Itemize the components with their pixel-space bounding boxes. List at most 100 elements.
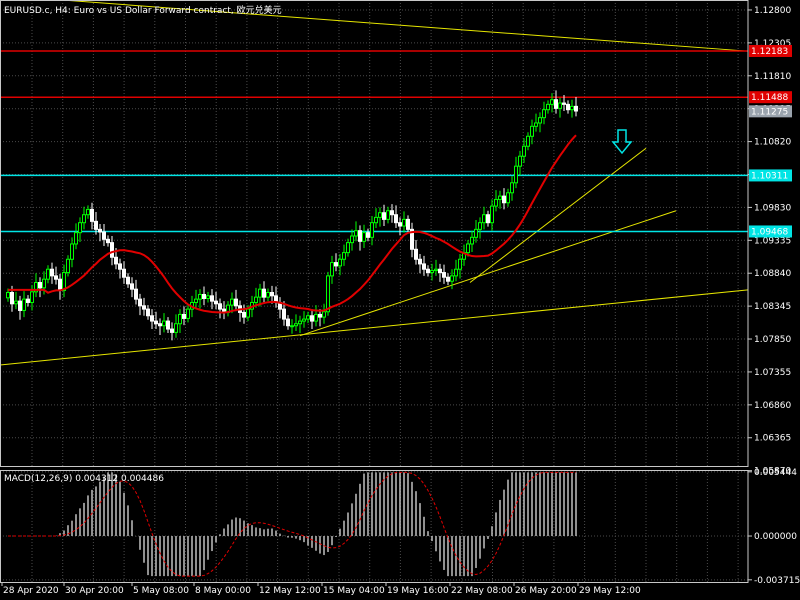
- candle-body: [334, 262, 338, 267]
- macd-y-tick-label: 0.000000: [754, 532, 797, 542]
- candle-body: [34, 282, 38, 293]
- candle-body: [46, 268, 50, 280]
- candle-body: [54, 275, 58, 280]
- candle-body: [398, 222, 402, 227]
- moving-average-line: [8, 134, 577, 314]
- candle-body: [354, 230, 358, 237]
- candle-body: [202, 293, 206, 299]
- x-tick-label: 19 May 16:00: [387, 586, 449, 596]
- candle-body: [402, 218, 406, 227]
- candle-body: [410, 228, 414, 250]
- candle-body: [538, 117, 542, 124]
- main-panel-frame: [0, 0, 749, 467]
- candle-body: [382, 212, 386, 220]
- candle-body: [218, 303, 222, 310]
- candle-body: [434, 268, 438, 272]
- candle-body: [566, 103, 570, 111]
- candle-body: [114, 256, 118, 265]
- candle-body: [62, 272, 66, 292]
- candle-body: [326, 275, 330, 313]
- macd-histogram: [0, 471, 748, 577]
- price-label-bg: [749, 105, 792, 118]
- candle-body: [438, 268, 442, 274]
- candle-body: [426, 268, 430, 274]
- candle-body: [442, 272, 446, 278]
- candle-body: [370, 222, 374, 238]
- price-label-bg: [749, 44, 792, 57]
- candle-body: [194, 298, 198, 303]
- candle-body: [302, 318, 306, 322]
- candle-body: [214, 300, 218, 305]
- candle-body: [470, 236, 474, 245]
- y-tick-label: 1.12800: [754, 6, 791, 16]
- candle-body: [26, 298, 30, 303]
- candle-body: [306, 315, 310, 320]
- price-label: 1.12183: [751, 47, 788, 57]
- candle-body: [294, 323, 298, 327]
- candle-body: [310, 315, 314, 322]
- candle-body: [502, 195, 506, 204]
- candle-body: [526, 135, 530, 147]
- candle-body: [18, 300, 22, 311]
- candle-body: [450, 275, 454, 282]
- candle-body: [146, 308, 150, 317]
- candle-body: [286, 318, 290, 327]
- candle-body: [390, 210, 394, 216]
- candle-body: [474, 228, 478, 238]
- candle-body: [102, 231, 106, 240]
- candle-body: [486, 214, 490, 224]
- candle-body: [142, 305, 146, 310]
- y-tick-label: 1.08345: [754, 302, 791, 312]
- candle-body: [186, 308, 190, 319]
- candle-body: [90, 208, 94, 222]
- candle-body: [14, 300, 18, 305]
- candle-body: [554, 99, 558, 109]
- macd-signal-line: [8, 471, 576, 577]
- candle-body: [162, 320, 166, 327]
- y-tick-label: 1.09830: [754, 203, 791, 213]
- candle-body: [282, 308, 286, 320]
- price-label: 1.09468: [751, 227, 788, 237]
- candle-body: [550, 99, 554, 105]
- price-label-bg: [749, 169, 792, 182]
- candle-body: [130, 283, 134, 290]
- candles[interactable]: [6, 90, 578, 341]
- y-tick-label: 1.09335: [754, 236, 791, 246]
- candle-body: [10, 291, 14, 305]
- candle-body: [330, 262, 334, 277]
- price-labels: 1.12183 1.11488 1.11275 1.10311 1.09468: [749, 44, 792, 238]
- y-tick-label: 1.12305: [754, 39, 791, 49]
- candle-body: [254, 296, 258, 303]
- trendline: [469, 147, 647, 283]
- candle-body: [454, 268, 458, 277]
- price-label: 1.11275: [751, 107, 788, 117]
- candle-body: [478, 222, 482, 230]
- candle-body: [374, 216, 378, 224]
- candle-body: [74, 232, 78, 245]
- price-label-bg: [749, 91, 792, 104]
- candle-body: [122, 268, 126, 278]
- candle-body: [38, 282, 42, 289]
- candle-body: [86, 208, 90, 216]
- trendline: [55, 0, 749, 52]
- y-tick-label: 1.06860: [754, 401, 791, 411]
- candle-body: [66, 258, 70, 274]
- candle-body: [346, 242, 350, 254]
- x-tick-label: 15 May 04:00: [323, 586, 385, 596]
- candle-body: [246, 308, 250, 318]
- candle-body: [314, 313, 318, 322]
- candle-body: [82, 214, 86, 224]
- y-tick-label: 1.10820: [754, 138, 791, 148]
- candle-body: [118, 263, 122, 270]
- candle-body: [126, 276, 130, 285]
- candle-body: [422, 263, 426, 270]
- candle-body: [358, 230, 362, 242]
- candle-body: [158, 323, 162, 327]
- x-tick-label: 29 May 12:00: [579, 586, 641, 596]
- candle-body: [258, 288, 262, 298]
- candle-body: [22, 298, 26, 311]
- candle-body: [534, 122, 538, 127]
- candle-body: [366, 232, 370, 238]
- candle-body: [30, 291, 34, 303]
